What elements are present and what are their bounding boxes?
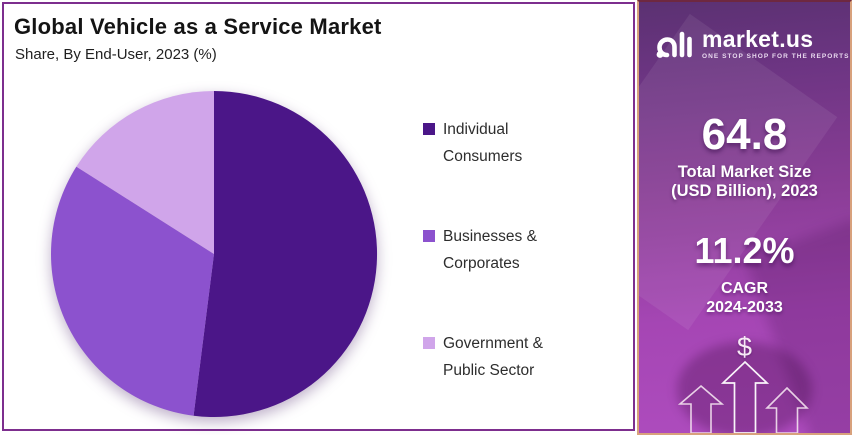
chart-subtitle: Share, By End-User, 2023 (%) bbox=[15, 46, 217, 63]
pie-slice bbox=[50, 166, 214, 416]
legend-swatch-icon bbox=[423, 123, 435, 135]
market-size-value: 64.8 bbox=[701, 110, 788, 159]
brand-logo: market.us ONE STOP SHOP FOR THE REPORTS bbox=[655, 26, 849, 60]
pie-chart bbox=[48, 88, 380, 420]
legend-label: Individual Consumers bbox=[443, 121, 523, 165]
pie-slice bbox=[193, 90, 378, 417]
market-size-label: Total Market Size (USD Billion), 2023 bbox=[671, 163, 818, 200]
market-us-logo-icon bbox=[656, 31, 692, 58]
brand-name: market.us bbox=[702, 25, 814, 52]
legend-item-businesses-corporates: Businesses & Corporates bbox=[423, 223, 537, 277]
brand-sidebar: market.us ONE STOP SHOP FOR THE REPORTS … bbox=[637, 0, 852, 435]
legend-label: Businesses & Corporates bbox=[443, 228, 537, 272]
legend-label: Government & Public Sector bbox=[443, 335, 543, 379]
legend-swatch-icon bbox=[423, 230, 435, 242]
page-title: Global Vehicle as a Service Market bbox=[14, 14, 382, 39]
legend-item-individual-consumers: Individual Consumers bbox=[423, 116, 522, 170]
cagr-label: CAGR 2024-2033 bbox=[706, 280, 783, 316]
growth-arrows-icon bbox=[677, 360, 809, 433]
brand-text-block: market.us ONE STOP SHOP FOR THE REPORTS bbox=[702, 27, 849, 60]
dollar-icon: $ bbox=[736, 332, 753, 362]
pie-svg bbox=[50, 90, 378, 417]
chart-panel: Global Vehicle as a Service Market Share… bbox=[2, 2, 635, 431]
legend-swatch-icon bbox=[423, 337, 435, 349]
cagr-value: 11.2% bbox=[694, 230, 795, 271]
pie-slice bbox=[76, 91, 215, 254]
legend-item-government-public-sector: Government & Public Sector bbox=[423, 330, 543, 384]
brand-tagline: ONE STOP SHOP FOR THE REPORTS bbox=[702, 52, 850, 60]
